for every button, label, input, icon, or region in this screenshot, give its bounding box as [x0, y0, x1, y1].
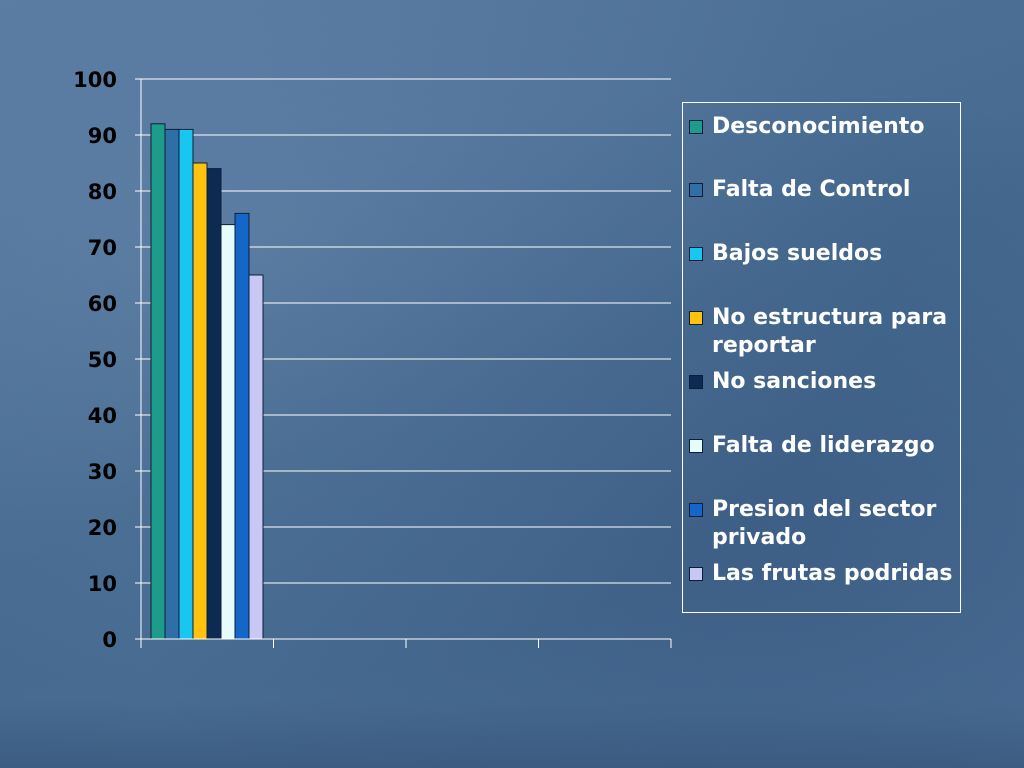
bar-no-estructura-para-reportar [192, 162, 208, 640]
legend-item: Bajos sueldos [689, 240, 961, 268]
bar-falta-de-control [164, 128, 180, 640]
legend-item: No sanciones [689, 368, 961, 396]
legend-swatch [689, 183, 703, 197]
bar-presion-del-sector-privado [234, 212, 250, 640]
legend-swatch [689, 120, 703, 134]
y-tick-label: 30 [88, 460, 117, 484]
legend-label: No estructura para reportar [712, 305, 948, 358]
legend-swatch [689, 503, 703, 517]
y-tick-label: 60 [88, 292, 117, 316]
legend: Desconocimiento Falta de Control Bajos sue… [682, 102, 961, 613]
legend-item: Presion del sector privado [689, 496, 961, 552]
bar-bajos-sueldos [178, 128, 194, 640]
y-tick-label: 90 [88, 124, 117, 148]
legend-label: Las frutas podridas [712, 561, 953, 586]
bar-desconocimiento [150, 123, 166, 640]
y-tick-label: 50 [88, 348, 117, 372]
y-tick-label: 20 [88, 516, 117, 540]
legend-item: No estructura para reportar [689, 304, 961, 360]
bar-las-frutas-podridas [248, 274, 264, 640]
legend-label: Bajos sueldos [712, 241, 883, 266]
bars [150, 123, 264, 640]
y-tick-label: 10 [88, 572, 117, 596]
legend-swatch [689, 311, 703, 325]
legend-item: Desconocimiento [689, 113, 961, 141]
y-tick-label: 40 [88, 404, 117, 428]
legend-label: Falta de liderazgo [712, 433, 935, 458]
legend-swatch [689, 567, 703, 581]
legend-label: Falta de Control [712, 177, 911, 202]
legend-label: Presion del sector privado [712, 497, 937, 550]
legend-swatch [689, 439, 703, 453]
legend-label: No sanciones [712, 369, 877, 394]
axes [140, 79, 672, 648]
slide-background-band [0, 700, 1024, 768]
legend-item: Falta de Control [689, 176, 961, 204]
y-tick-label: 70 [88, 236, 117, 260]
y-tick-label: 100 [73, 68, 117, 92]
y-tick-label: 80 [88, 180, 117, 204]
legend-label: Desconocimiento [712, 114, 925, 139]
legend-swatch [689, 375, 703, 389]
y-axis-tick-labels: 0 10 20 30 40 50 60 70 80 90 100 [73, 68, 117, 652]
legend-swatch [689, 247, 703, 261]
legend-item: Las frutas podridas [689, 560, 961, 588]
legend-item: Falta de liderazgo [689, 432, 961, 460]
bar-no-sanciones [206, 168, 222, 640]
bar-falta-de-liderazgo [220, 224, 236, 640]
y-tick-label: 0 [102, 628, 117, 652]
